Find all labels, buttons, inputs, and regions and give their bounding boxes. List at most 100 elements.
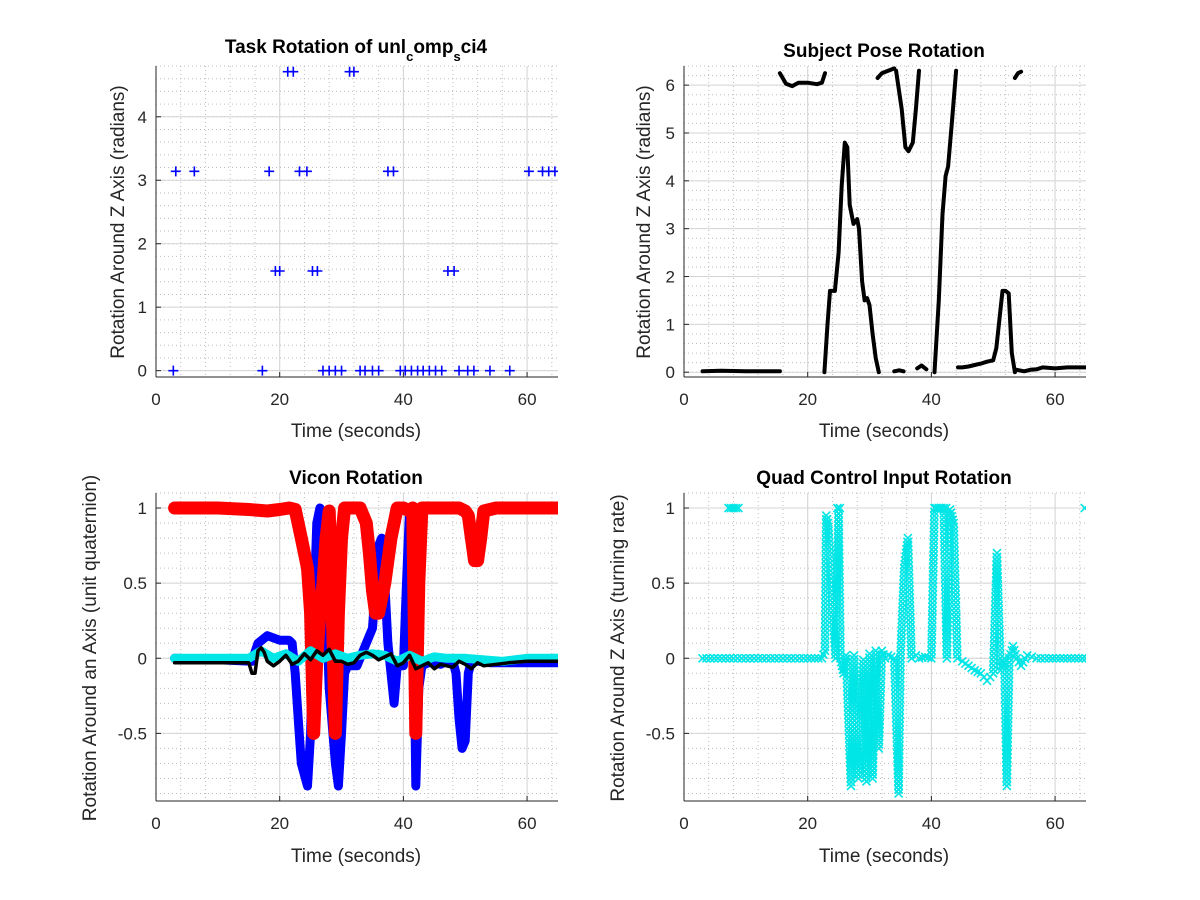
data-point bbox=[301, 166, 312, 177]
data-point bbox=[988, 660, 999, 670]
data-point bbox=[854, 762, 864, 772]
data-point bbox=[841, 662, 852, 672]
data-point bbox=[849, 654, 859, 664]
data-point bbox=[951, 605, 961, 616]
data-point bbox=[896, 649, 906, 659]
data-point bbox=[929, 519, 939, 529]
x-axis-label: Time (seconds) bbox=[291, 421, 421, 442]
data-point bbox=[929, 523, 939, 533]
data-point bbox=[927, 602, 938, 612]
y-tick-label: 1 bbox=[138, 499, 147, 518]
series-4 bbox=[894, 68, 921, 154]
data-point bbox=[876, 674, 886, 684]
data-point bbox=[896, 638, 906, 648]
y-tick-label: 0.5 bbox=[651, 574, 675, 593]
y-axis-label: Rotation Around Z Axis (radians) bbox=[634, 85, 655, 359]
data-point bbox=[1040, 653, 1050, 663]
y-tick-label: 0 bbox=[138, 649, 147, 668]
data-point bbox=[874, 735, 884, 745]
data-point bbox=[835, 597, 845, 607]
x-tick-label: 60 bbox=[518, 814, 537, 833]
axes: 0 20 40 60 0 1 2 3 4 5 6 bbox=[666, 66, 1086, 409]
data-point bbox=[927, 610, 937, 620]
data-point bbox=[875, 707, 885, 717]
x-tick-label: 20 bbox=[270, 814, 289, 833]
data-point bbox=[790, 653, 800, 663]
data-point bbox=[1003, 721, 1013, 731]
data-point bbox=[820, 614, 830, 624]
data-point bbox=[1003, 705, 1013, 715]
data-point bbox=[874, 727, 884, 737]
x-tick-label: 40 bbox=[922, 814, 941, 833]
data-point bbox=[895, 713, 905, 723]
data-point bbox=[992, 548, 1002, 558]
data-point bbox=[835, 503, 845, 513]
data-point bbox=[951, 594, 961, 604]
chart-title: Task Rotation of unlcompsci4 bbox=[225, 37, 488, 64]
data-point bbox=[824, 542, 834, 552]
data-point bbox=[832, 581, 842, 591]
data-point bbox=[897, 626, 907, 636]
x-tick-label: 0 bbox=[679, 390, 688, 409]
data-point bbox=[1074, 653, 1084, 663]
x-tick-label: 0 bbox=[679, 814, 688, 833]
data-point bbox=[825, 558, 835, 568]
data-point bbox=[749, 653, 759, 663]
data-point bbox=[1004, 689, 1014, 699]
data-point bbox=[810, 653, 820, 663]
data-point bbox=[835, 585, 845, 595]
data-point bbox=[943, 605, 953, 615]
data-point bbox=[928, 562, 938, 572]
data-point bbox=[794, 653, 805, 663]
data-point bbox=[806, 653, 816, 663]
data-point bbox=[904, 565, 914, 575]
data-point bbox=[903, 537, 913, 547]
data-point bbox=[943, 589, 953, 599]
series-line bbox=[915, 363, 929, 372]
series-line bbox=[1014, 365, 1086, 374]
data-point bbox=[895, 661, 905, 671]
data-point bbox=[766, 653, 776, 663]
series-line bbox=[172, 646, 558, 676]
data-point bbox=[1004, 657, 1014, 667]
data-point bbox=[876, 658, 887, 668]
data-point bbox=[854, 758, 864, 768]
data-point bbox=[1002, 781, 1012, 791]
data-point bbox=[1055, 653, 1065, 663]
data-point bbox=[942, 625, 952, 635]
data-point bbox=[782, 653, 792, 663]
data-point bbox=[951, 621, 962, 632]
data-point bbox=[941, 503, 951, 513]
data-point bbox=[927, 633, 937, 644]
data-point bbox=[854, 769, 864, 780]
y-tick-label: 6 bbox=[666, 76, 675, 95]
chart-title: Subject Pose Rotation bbox=[783, 41, 985, 62]
data-point bbox=[994, 629, 1005, 639]
data-point bbox=[1000, 713, 1011, 723]
data-point bbox=[949, 538, 959, 548]
data-point bbox=[905, 613, 915, 623]
data-point bbox=[895, 665, 905, 675]
series-7 bbox=[932, 68, 959, 375]
data-point bbox=[849, 658, 859, 668]
data-point bbox=[896, 641, 906, 652]
data-point bbox=[949, 526, 959, 536]
data-point bbox=[928, 586, 938, 596]
data-point bbox=[905, 605, 915, 615]
data-point bbox=[903, 533, 913, 543]
data-point bbox=[1051, 653, 1061, 663]
data-point bbox=[905, 601, 915, 611]
data-point bbox=[813, 653, 823, 663]
x-tick-label: 20 bbox=[798, 814, 817, 833]
data-point bbox=[951, 598, 961, 608]
y-axis-label: Rotation Around Z Axis (turning rate) bbox=[608, 494, 629, 801]
data-point bbox=[988, 668, 998, 678]
series-line bbox=[892, 368, 906, 374]
data-point bbox=[950, 566, 960, 576]
data-point bbox=[929, 535, 939, 545]
data-point bbox=[835, 613, 845, 623]
x-tick-label: 60 bbox=[1046, 390, 1065, 409]
data-point bbox=[993, 580, 1003, 590]
data-point bbox=[875, 715, 885, 725]
data-point bbox=[904, 581, 914, 591]
